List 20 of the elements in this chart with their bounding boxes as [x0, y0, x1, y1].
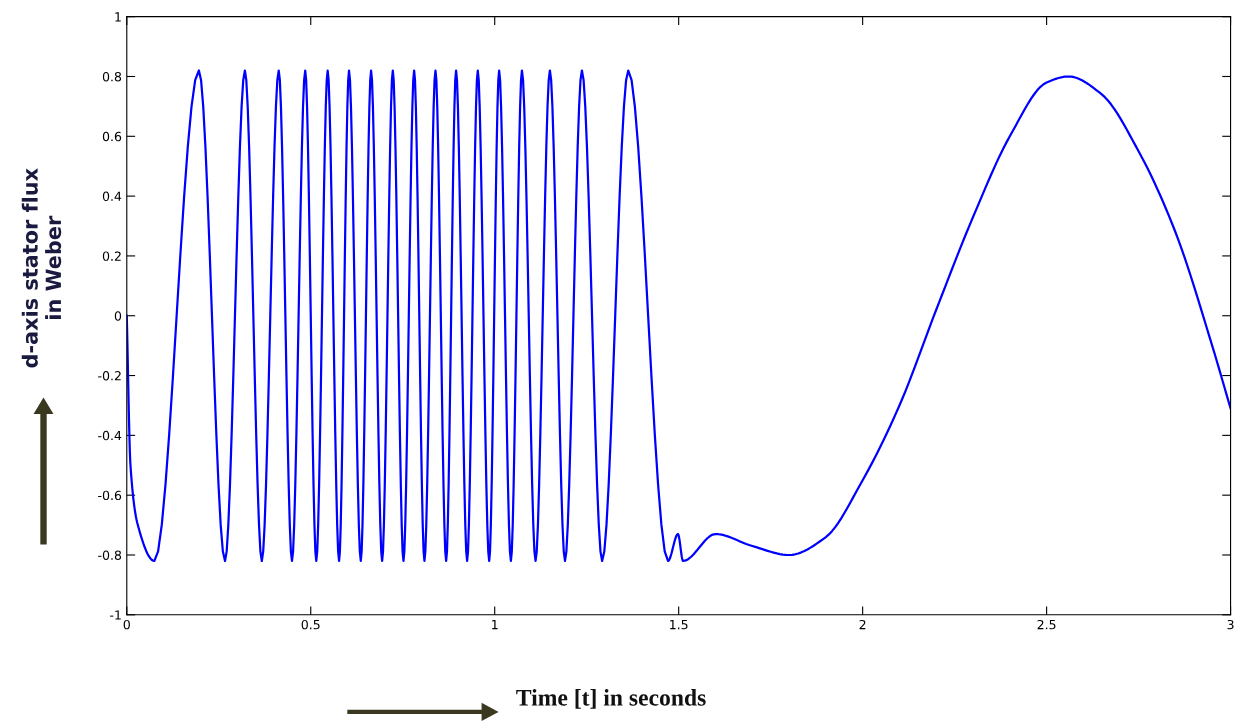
y-axis-title: d-axis stator flux in Weber: [21, 168, 62, 368]
y-tick-label: -0.4: [98, 430, 122, 441]
y-tick-label: 0.8: [102, 71, 122, 82]
x-tick-label: 1.5: [670, 620, 688, 630]
x-tick-label: 3: [1227, 619, 1234, 630]
x-tick-label: 2.5: [1037, 619, 1056, 630]
y-tick-label: 0.4: [102, 191, 122, 202]
y-tick-label: 0.6: [102, 131, 122, 142]
x-tick-label: 0.5: [301, 619, 320, 630]
y-tick-label: 1: [115, 12, 121, 22]
y-tick-label: -0.8: [98, 550, 122, 560]
x-tick-label: 1: [492, 620, 498, 630]
y-tick-label: 0.2: [102, 251, 121, 261]
y-tick-label: 0: [114, 311, 122, 321]
x-tick-label: 2: [859, 619, 866, 630]
x-tick-label: 0: [123, 619, 130, 630]
x-axis-title: Time [t] in seconds: [516, 689, 706, 709]
y-tick-label: -0.2: [98, 371, 121, 381]
y-tick-label: -0.6: [98, 490, 122, 501]
y-tick-label: -1: [110, 610, 121, 620]
